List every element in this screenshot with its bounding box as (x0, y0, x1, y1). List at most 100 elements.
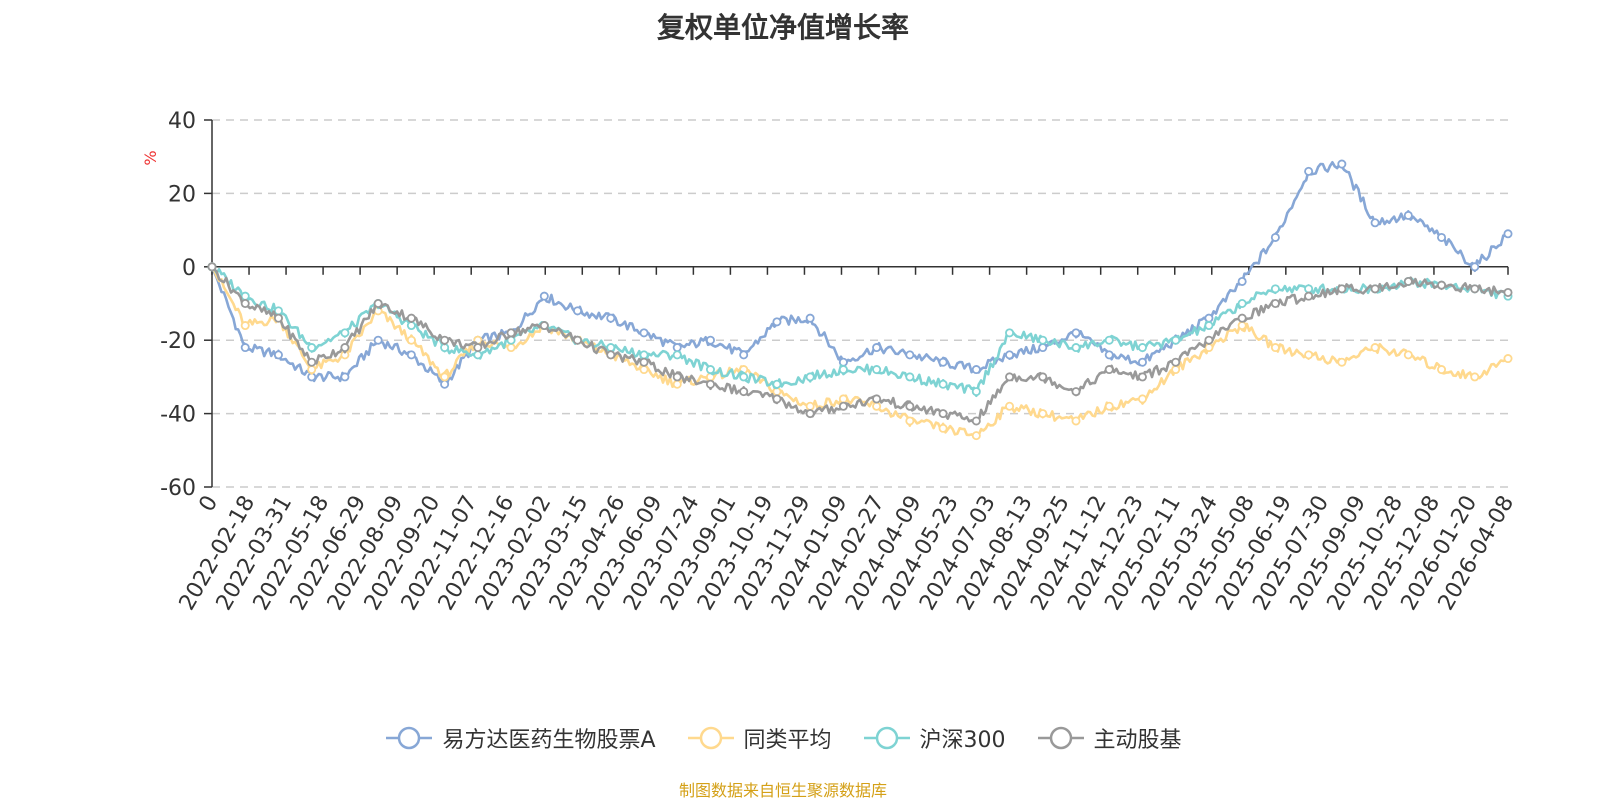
series-2-point-12 (606, 343, 616, 353)
series-1-point-36 (1403, 350, 1413, 360)
series-1-point-39 (1503, 354, 1513, 364)
legend-swatch-2 (863, 726, 910, 750)
series-2-point-4 (340, 328, 350, 338)
series-2-point-6 (406, 321, 416, 331)
series-line-3 (211, 265, 1509, 424)
series-0-point-36 (1403, 210, 1413, 220)
series-0-point-4 (340, 372, 350, 382)
x-tick-label-0: 0 (195, 492, 224, 517)
series-1-point-27 (1104, 401, 1114, 411)
series-1-point-34 (1337, 357, 1347, 367)
axis-labels: 40200-20-40-60%02022-02-182022-03-312022… (141, 109, 1519, 615)
series-0-point-33 (1304, 166, 1314, 176)
series-1-point-37 (1437, 365, 1447, 375)
series-2-point-30 (1204, 321, 1214, 331)
series-2-point-13 (639, 350, 649, 360)
legend-swatch-circle-1 (699, 726, 722, 750)
series-0-point-17 (772, 317, 782, 327)
series-3-point-27 (1104, 365, 1114, 375)
legend-item-2[interactable]: 沪深300 (862, 722, 1006, 754)
series-3-point-19 (838, 401, 848, 411)
series-0-point-28 (1137, 357, 1147, 367)
series-1-point-23 (971, 431, 981, 441)
series-3-point-0 (207, 262, 217, 272)
series-0-point-26 (1071, 328, 1081, 338)
series-0-point-22 (938, 357, 948, 367)
legend-item-3[interactable]: 主动股基 (1036, 722, 1182, 754)
series-1-point-13 (639, 365, 649, 375)
series-0-point-25 (1038, 343, 1048, 353)
series-2-point-33 (1304, 284, 1314, 294)
series-3-point-2 (273, 313, 283, 323)
series-0-point-18 (805, 313, 815, 323)
series-3-point-32 (1270, 298, 1280, 308)
series-2-point-2 (273, 306, 283, 316)
series-0-point-23 (971, 365, 981, 375)
legend-item-1[interactable]: 同类平均 (686, 722, 832, 754)
series-2-point-18 (805, 372, 815, 382)
series-3-point-21 (905, 401, 915, 411)
grid-lines (212, 119, 1508, 488)
series-3-point-24 (1005, 372, 1015, 382)
series-1-point-14 (672, 379, 682, 389)
series-0-point-12 (606, 313, 616, 323)
series-3-point-10 (539, 321, 549, 331)
series-0-point-6 (406, 350, 416, 360)
y-tick-label-0: 40 (168, 109, 196, 134)
series-2-point-31 (1237, 298, 1247, 308)
series-1-point-1 (240, 321, 250, 331)
series-0-point-38 (1470, 262, 1480, 272)
legend-swatch-circle-3 (1049, 726, 1072, 750)
series-3-point-1 (240, 298, 250, 308)
legend-label-1: 同类平均 (743, 728, 832, 753)
series-1-point-7 (440, 372, 450, 382)
series-2-point-21 (905, 372, 915, 382)
series-3-point-38 (1470, 284, 1480, 294)
legend-swatch-circle-0 (398, 726, 421, 750)
series-3-point-4 (340, 343, 350, 353)
series-0-point-31 (1237, 276, 1247, 286)
series-1-point-6 (406, 335, 416, 345)
series-0-point-11 (573, 306, 583, 316)
axes (204, 119, 1509, 488)
series-0-point-35 (1370, 218, 1380, 228)
series-1-point-30 (1204, 343, 1214, 353)
legend-item-0[interactable]: 易方达医药生物股票A (384, 722, 656, 754)
series-2-point-24 (1005, 328, 1015, 338)
series-1-point-9 (506, 343, 516, 353)
series-0-point-37 (1437, 232, 1447, 242)
series-3-point-18 (805, 409, 815, 419)
series-2-point-27 (1104, 335, 1114, 345)
series-0-point-30 (1204, 313, 1214, 323)
series-1-point-21 (905, 416, 915, 426)
series-0-point-14 (672, 343, 682, 353)
series-lines (207, 159, 1513, 441)
series-1-point-32 (1270, 343, 1280, 353)
series-1-point-3 (307, 365, 317, 375)
y-tick-label-1: 20 (168, 182, 196, 207)
series-2-point-25 (1038, 335, 1048, 345)
legend-label-2: 沪深300 (919, 728, 1006, 753)
series-1-point-29 (1171, 365, 1181, 375)
series-1-point-28 (1137, 394, 1147, 404)
series-0-point-15 (705, 335, 715, 345)
series-2-point-22 (938, 379, 948, 389)
series-line-0 (210, 161, 1509, 386)
series-1-point-20 (872, 401, 882, 411)
series-1-point-24 (1005, 401, 1015, 411)
series-3-point-34 (1337, 284, 1347, 294)
series-2-point-16 (739, 372, 749, 382)
series-3-point-33 (1304, 291, 1314, 301)
series-3-point-12 (606, 350, 616, 360)
series-2-point-15 (705, 365, 715, 375)
series-1-point-38 (1470, 372, 1480, 382)
series-0-point-21 (905, 350, 915, 360)
series-2-point-26 (1071, 343, 1081, 353)
series-3-point-11 (573, 335, 583, 345)
series-2-point-3 (307, 343, 317, 353)
y-tick-label-5: -60 (160, 476, 196, 501)
series-3-point-16 (739, 387, 749, 397)
series-0-point-27 (1104, 350, 1114, 360)
series-3-point-5 (373, 298, 383, 308)
